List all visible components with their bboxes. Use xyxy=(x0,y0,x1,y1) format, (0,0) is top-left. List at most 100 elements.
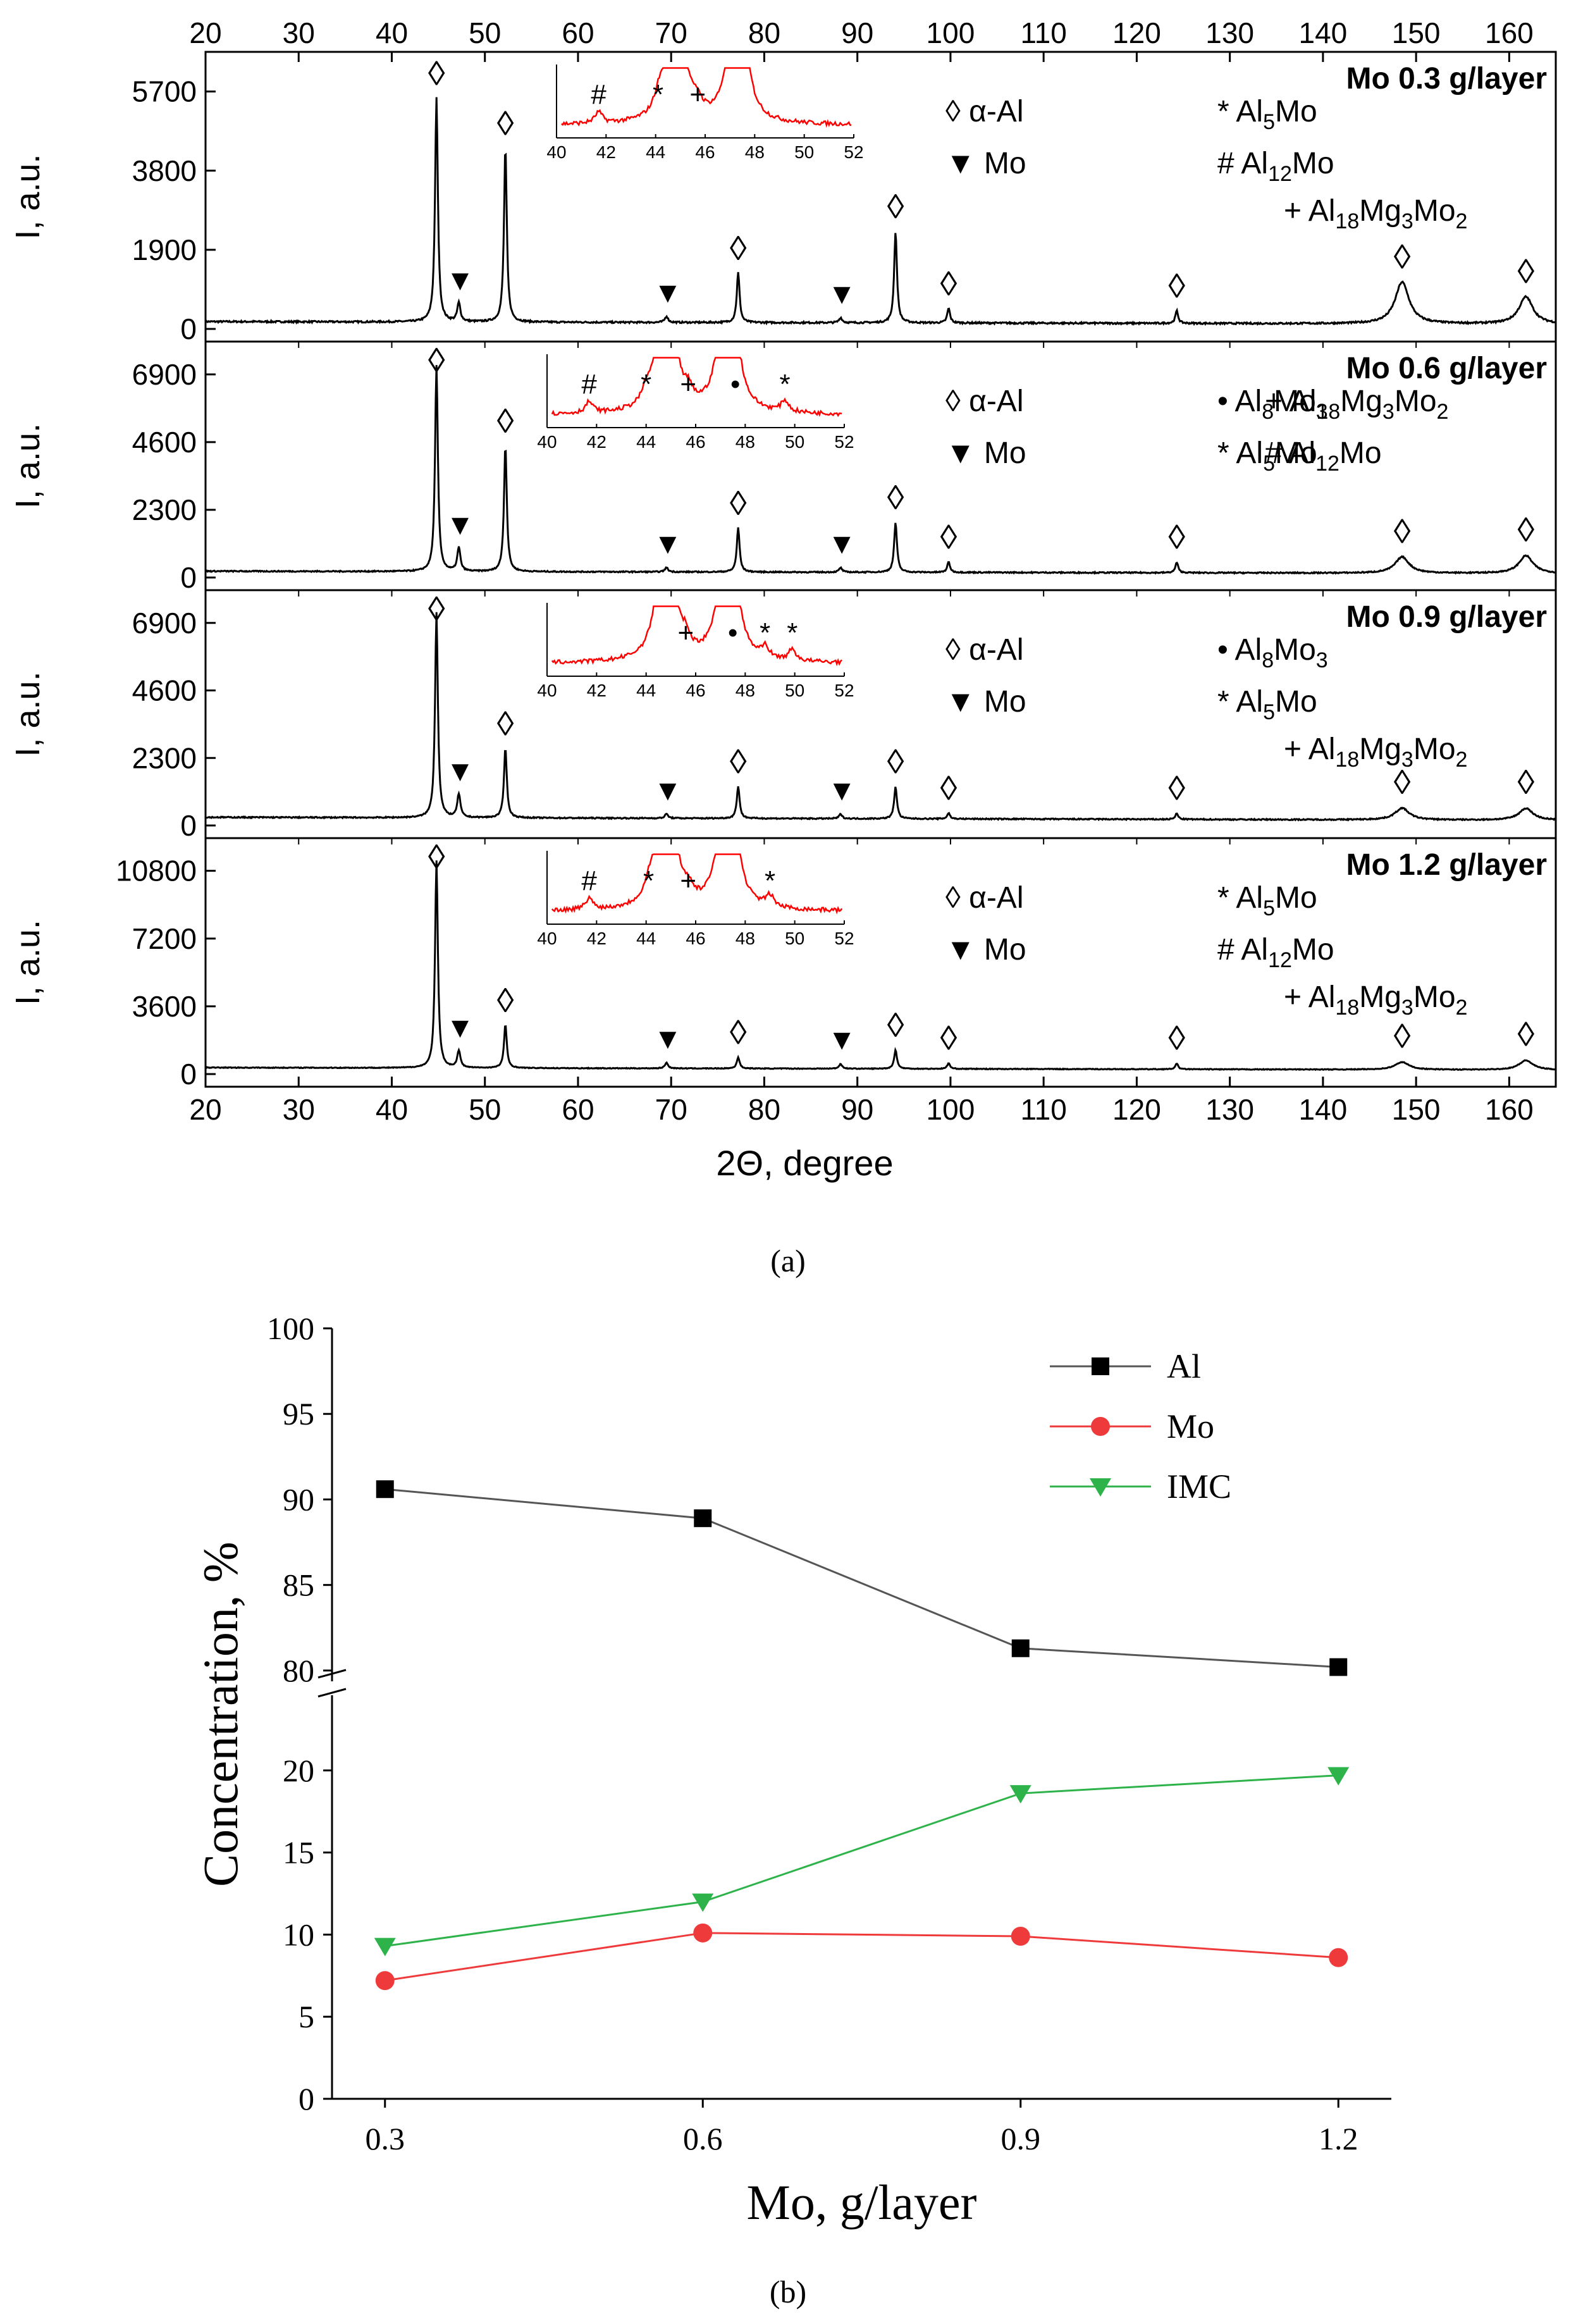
y-tick-label: 0 xyxy=(180,561,197,594)
al-peak-marker: ◊ xyxy=(940,769,957,807)
legend-entry: ▼ Mo xyxy=(945,685,1026,719)
top-x-tick-label: 80 xyxy=(748,16,780,49)
al-peak-marker: ◊ xyxy=(497,705,514,743)
y-tick-label: 4600 xyxy=(132,426,197,459)
legend-entry: ◊ α-Al xyxy=(945,95,1023,128)
y-tick-label: 6900 xyxy=(132,607,197,640)
inset-tick-label: 52 xyxy=(834,432,854,452)
al-peak-marker: ◊ xyxy=(1394,238,1411,276)
xrd-frame xyxy=(204,51,1557,1088)
top-x-tick-label: 100 xyxy=(927,16,975,49)
legend-entry: + Al18Mg3Mo2 xyxy=(1265,385,1448,424)
al-peak-marker: ◊ xyxy=(428,55,445,93)
bottom-x-tick-label: 80 xyxy=(748,1093,780,1126)
mo-peak-marker: ▼ xyxy=(827,277,856,310)
bottom-x-tick-label: 120 xyxy=(1112,1093,1161,1126)
data-point xyxy=(1090,1478,1111,1497)
inset: 40 42 44 46 48 50 52 # * + * xyxy=(537,851,854,948)
y-tick-label: 5700 xyxy=(132,75,197,108)
inset-tick-label: 48 xyxy=(736,432,755,452)
inset-peak-marker: # xyxy=(581,865,597,896)
inset-tick-label: 50 xyxy=(785,681,804,700)
al-peak-marker: ◊ xyxy=(1168,267,1185,305)
y-tick-label: 20 xyxy=(283,1753,314,1788)
y-tick-label: 5 xyxy=(299,1999,314,2034)
inset-peak-marker: * xyxy=(643,865,654,896)
al-peak-marker: ◊ xyxy=(940,265,957,303)
inset-peak-marker: + xyxy=(680,369,696,400)
inset-tick-label: 44 xyxy=(636,432,656,452)
inset-tick-label: 42 xyxy=(587,929,606,948)
series-imc xyxy=(374,1767,1350,1956)
data-point xyxy=(1329,1948,1348,1967)
al-peak-marker: ◊ xyxy=(730,485,747,522)
inset-peak-marker: + xyxy=(680,865,696,896)
y-tick-label: 7200 xyxy=(132,922,197,955)
al-peak-marker: ◊ xyxy=(730,743,747,781)
y-axis-label: I, a.u. xyxy=(9,154,47,239)
y-tick-label: 6900 xyxy=(132,358,197,391)
legend-entry: ▼ Mo xyxy=(945,436,1026,470)
inset-tick-label: 50 xyxy=(794,142,814,162)
al-peak-marker: ◊ xyxy=(1394,763,1411,801)
al-peak-marker: ◊ xyxy=(1394,512,1411,550)
inset-tick-label: 46 xyxy=(695,142,715,162)
series-al xyxy=(376,1480,1348,1676)
top-x-tick-label: 60 xyxy=(562,16,594,49)
xrd-panel-a: 20 20 30 30 40 40 50 50 60 60 70 70 80 80 90 90 100 100 11… xyxy=(9,16,1557,1183)
panel-title: Mo 0.9 g/layer xyxy=(1346,600,1547,634)
x-axis-label: Mo, g/layer xyxy=(747,2175,977,2230)
data-point xyxy=(1329,1658,1348,1676)
al-peak-marker: ◊ xyxy=(887,743,904,781)
xrd-trace xyxy=(204,97,1556,326)
mo-peak-marker: ▼ xyxy=(653,276,682,309)
inset-peak-marker: * xyxy=(760,617,770,648)
series-line xyxy=(385,1932,1339,1982)
al-peak-marker: ◊ xyxy=(428,342,445,380)
mo-peak-marker: ▼ xyxy=(827,774,856,807)
top-x-tick-label: 90 xyxy=(841,16,873,49)
mo-peak-marker: ▼ xyxy=(446,263,475,296)
x-tick-label: 0.9 xyxy=(1001,2121,1041,2156)
axis-break-mark xyxy=(317,1669,347,1679)
bottom-x-tick-label: 110 xyxy=(1021,1093,1067,1126)
inset-tick-label: 48 xyxy=(736,681,755,700)
xrd-pattern-panel: 0 1900 3800 5700 I, a.u. ◊ ◊ ◊ ◊ ◊ ◊ ◊ ◊ ▼ ▼ ▼ Mo 0.3 g/… xyxy=(9,55,1556,345)
panel-a-caption: (a) xyxy=(770,1243,806,1278)
inset-tick-label: 50 xyxy=(785,432,804,452)
legend-entry: * Al5Mo xyxy=(1217,685,1317,724)
legend-entry: ▼ Mo xyxy=(945,933,1026,967)
legend-label: Al xyxy=(1167,1347,1201,1385)
inset-peak-marker: # xyxy=(591,79,606,110)
inset-peak-marker: * xyxy=(641,369,651,400)
al-peak-marker: ◊ xyxy=(730,230,747,268)
mo-peak-marker: ▼ xyxy=(446,508,475,541)
bottom-x-tick-label: 70 xyxy=(655,1093,687,1126)
inset-tick-label: 46 xyxy=(686,681,705,700)
inset-tick-label: 52 xyxy=(834,929,854,948)
inset-tick-label: 42 xyxy=(596,142,616,162)
inset-tick-label: 52 xyxy=(834,681,854,700)
mo-peak-marker: ▼ xyxy=(653,774,682,807)
y-tick-label: 80 xyxy=(283,1653,314,1688)
inset-trace xyxy=(551,853,843,915)
data-point xyxy=(375,1971,395,1991)
data-point xyxy=(694,1509,712,1528)
y-tick-label: 0 xyxy=(180,809,197,842)
data-point xyxy=(1011,1639,1030,1657)
x-tick-label: 0.6 xyxy=(683,2121,723,2156)
inset-peak-marker: * xyxy=(787,617,797,648)
inset: 40 42 44 46 48 50 52 # * + • * xyxy=(537,354,854,452)
y-tick-label: 0 xyxy=(299,2081,314,2117)
series-line xyxy=(385,1488,1339,1668)
top-x-tick-label: 70 xyxy=(655,16,687,49)
legend-entry: ◊ α-Al xyxy=(945,881,1023,915)
legend-entry: # Al12Mo xyxy=(1217,147,1334,186)
y-tick-label: 3600 xyxy=(132,990,197,1023)
bottom-x-tick-label: 90 xyxy=(841,1093,873,1126)
inset-tick-label: 40 xyxy=(537,432,557,452)
xrd-trace xyxy=(205,612,1556,822)
legend-entry: ◊ α-Al xyxy=(945,385,1023,418)
al-peak-marker: ◊ xyxy=(428,590,445,628)
inset-peak-marker: • xyxy=(730,369,740,400)
